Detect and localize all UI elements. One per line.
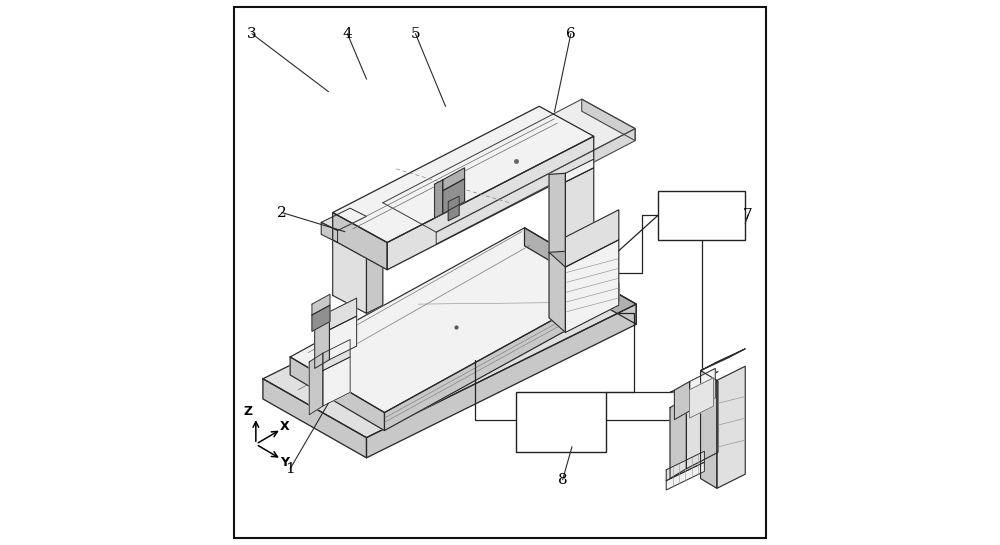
Polygon shape bbox=[329, 298, 357, 330]
Polygon shape bbox=[565, 168, 594, 251]
Polygon shape bbox=[690, 368, 715, 411]
Polygon shape bbox=[717, 366, 745, 488]
Polygon shape bbox=[525, 228, 619, 301]
Polygon shape bbox=[387, 136, 594, 270]
Text: 3: 3 bbox=[247, 27, 257, 41]
Polygon shape bbox=[315, 312, 329, 368]
Polygon shape bbox=[666, 451, 704, 481]
Polygon shape bbox=[701, 371, 717, 488]
Polygon shape bbox=[333, 106, 594, 243]
Polygon shape bbox=[321, 208, 366, 231]
Polygon shape bbox=[383, 99, 635, 232]
Polygon shape bbox=[443, 168, 465, 191]
Text: 8: 8 bbox=[558, 473, 567, 487]
Text: Y: Y bbox=[280, 456, 289, 469]
Polygon shape bbox=[686, 382, 718, 469]
Polygon shape bbox=[565, 240, 619, 332]
Polygon shape bbox=[565, 159, 594, 182]
Polygon shape bbox=[690, 378, 714, 418]
Polygon shape bbox=[436, 129, 635, 244]
Text: X: X bbox=[280, 420, 289, 433]
Polygon shape bbox=[384, 283, 619, 431]
Bar bbox=[658, 191, 745, 240]
Polygon shape bbox=[329, 316, 357, 360]
Polygon shape bbox=[670, 372, 718, 392]
Polygon shape bbox=[565, 210, 619, 267]
Polygon shape bbox=[263, 245, 636, 438]
Polygon shape bbox=[582, 99, 635, 141]
Polygon shape bbox=[312, 294, 330, 315]
Text: 1: 1 bbox=[285, 462, 295, 476]
Polygon shape bbox=[333, 222, 366, 313]
Polygon shape bbox=[290, 357, 384, 431]
Polygon shape bbox=[312, 305, 330, 331]
Polygon shape bbox=[290, 228, 619, 413]
Polygon shape bbox=[366, 304, 636, 458]
Polygon shape bbox=[366, 232, 383, 313]
Text: 6: 6 bbox=[566, 27, 576, 41]
Text: 4: 4 bbox=[343, 27, 352, 41]
Text: 2: 2 bbox=[277, 205, 287, 220]
Text: 5: 5 bbox=[411, 27, 420, 41]
Polygon shape bbox=[533, 245, 636, 324]
Polygon shape bbox=[263, 379, 366, 458]
Bar bbox=[516, 392, 606, 452]
Polygon shape bbox=[443, 179, 465, 214]
Polygon shape bbox=[333, 213, 387, 270]
Polygon shape bbox=[549, 173, 565, 252]
Text: Z: Z bbox=[244, 405, 253, 418]
Text: 7: 7 bbox=[743, 208, 753, 222]
Polygon shape bbox=[323, 340, 350, 371]
Polygon shape bbox=[309, 353, 323, 415]
Polygon shape bbox=[435, 180, 443, 218]
Polygon shape bbox=[333, 214, 383, 240]
Polygon shape bbox=[674, 382, 690, 420]
Polygon shape bbox=[701, 349, 745, 371]
Polygon shape bbox=[321, 222, 338, 243]
Polygon shape bbox=[670, 398, 686, 479]
Polygon shape bbox=[323, 357, 350, 406]
Polygon shape bbox=[448, 196, 459, 221]
Polygon shape bbox=[549, 252, 565, 332]
Polygon shape bbox=[666, 462, 704, 490]
